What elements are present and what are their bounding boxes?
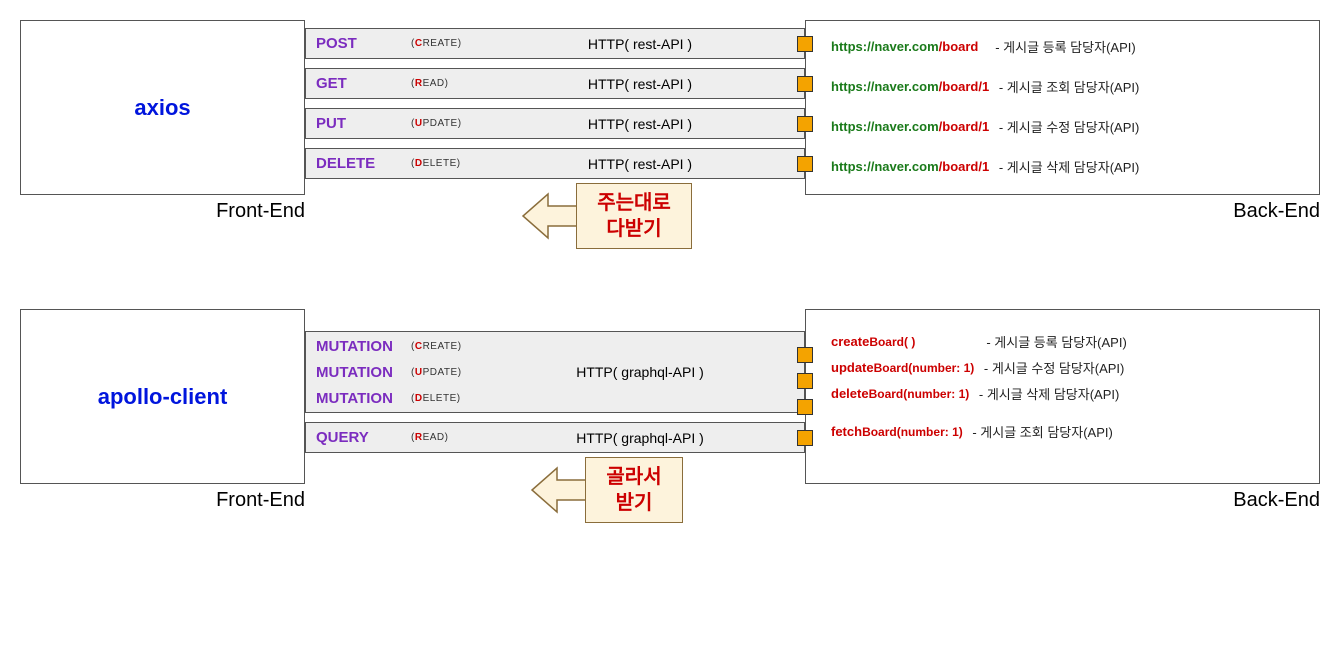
crud-label: (CREATE)	[411, 38, 476, 49]
arrow-block: 골라서 받기	[355, 457, 855, 523]
protocol-label: HTTP( graphql-API )	[476, 430, 804, 446]
frontend-label: apollo-client	[98, 384, 228, 410]
gql-func: updateBoard(number: 1)	[831, 360, 974, 375]
endpoint-square-icon	[797, 399, 813, 415]
crud-label: (DELETE)	[411, 393, 476, 404]
endpoint-row: updateBoard(number: 1) - 게시글 수정 담당자(API)	[831, 354, 1319, 380]
endpoint-row: https://naver.com/board - 게시글 등록 담당자(API…	[831, 31, 1319, 62]
left-arrow-icon	[527, 460, 587, 520]
method-label: MUTATION	[306, 390, 411, 407]
endpoint-row: https://naver.com/board/1 - 게시글 조회 담당자(A…	[831, 71, 1319, 102]
endpoint-row: deleteBoard(number: 1) - 게시글 삭제 담당자(API)	[831, 380, 1319, 406]
frontend-box: axios	[20, 20, 305, 195]
crud-label: (READ)	[411, 432, 476, 443]
endpoint-square-icon	[797, 116, 813, 132]
endpoint-square-icon	[797, 373, 813, 389]
backend-col-wrap: createBoard( ) - 게시글 등록 담당자(API) updateB…	[805, 309, 1320, 512]
endpoint-square-icon	[797, 156, 813, 172]
backend-box: https://naver.com/board - 게시글 등록 담당자(API…	[805, 20, 1320, 195]
method-label: DELETE	[306, 155, 411, 172]
protocol-label: HTTP( rest-API )	[476, 36, 804, 52]
crud-label: (UPDATE)	[411, 367, 476, 378]
protocol-label: HTTP( graphql-API )	[476, 364, 804, 380]
endpoint-desc: - 게시글 수정 담당자(API)	[999, 117, 1139, 136]
crud-label: (READ)	[411, 78, 476, 89]
arrow-text-2: 다받기	[597, 216, 671, 242]
left-arrow-icon	[518, 186, 578, 246]
frontend-caption: Front-End	[20, 200, 305, 223]
endpoint-square-icon	[797, 347, 813, 363]
endpoint-desc: - 게시글 삭제 담당자(API)	[979, 384, 1119, 403]
arrow-text-1: 주는대로	[597, 190, 671, 216]
method-label: POST	[306, 35, 411, 52]
lane-put: PUT (UPDATE) HTTP( rest-API )	[305, 108, 805, 139]
endpoint-url: https://naver.com/board/1	[831, 159, 989, 174]
backend-caption: Back-End	[805, 489, 1320, 512]
endpoint-url: https://naver.com/board/1	[831, 119, 989, 134]
arrow-label-box: 주는대로 다받기	[576, 183, 692, 249]
endpoint-row: createBoard( ) - 게시글 등록 담당자(API)	[831, 328, 1319, 354]
lane-get: GET (READ) HTTP( rest-API )	[305, 68, 805, 99]
backend-col-wrap: https://naver.com/board - 게시글 등록 담당자(API…	[805, 20, 1320, 223]
endpoint-row: https://naver.com/board/1 - 게시글 삭제 담당자(A…	[831, 151, 1319, 182]
rest-api-section: axios Front-End POST (CREATE) HTTP( rest…	[20, 20, 1320, 249]
arrow-text-2: 받기	[606, 490, 661, 516]
endpoint-desc: - 게시글 등록 담당자(API)	[995, 37, 1135, 56]
method-label: GET	[306, 75, 411, 92]
crud-label: (CREATE)	[411, 341, 476, 352]
endpoint-square-icon	[797, 76, 813, 92]
endpoint-url: https://naver.com/board	[831, 39, 978, 54]
rest-row: axios Front-End POST (CREATE) HTTP( rest…	[20, 20, 1320, 249]
protocol-label: HTTP( rest-API )	[476, 156, 804, 172]
frontend-box: apollo-client	[20, 309, 305, 484]
arrow-text-1: 골라서	[606, 464, 661, 490]
frontend-col: axios Front-End	[20, 20, 305, 223]
lanes-col: MUTATION (CREATE) MUTATION (UPDATE) HTTP…	[305, 309, 805, 523]
method-label: MUTATION	[306, 338, 411, 355]
endpoint-desc: - 게시글 조회 담당자(API)	[999, 77, 1139, 96]
graphql-row: apollo-client Front-End MUTATION (CREATE…	[20, 309, 1320, 523]
endpoint-square-icon	[797, 36, 813, 52]
method-label: QUERY	[306, 429, 411, 446]
method-label: PUT	[306, 115, 411, 132]
lanes-col: POST (CREATE) HTTP( rest-API ) GET (READ…	[305, 20, 805, 249]
gql-func: deleteBoard(number: 1)	[831, 386, 969, 401]
frontend-caption: Front-End	[20, 489, 305, 512]
endpoint-url: https://naver.com/board/1	[831, 79, 989, 94]
arrow-label-box: 골라서 받기	[585, 457, 682, 523]
lane-mutation: MUTATION (CREATE) MUTATION (UPDATE) HTTP…	[305, 331, 805, 413]
endpoint-row: fetchBoard(number: 1) - 게시글 조회 담당자(API)	[831, 418, 1319, 444]
endpoint-row: https://naver.com/board/1 - 게시글 수정 담당자(A…	[831, 111, 1319, 142]
method-label: MUTATION	[306, 364, 411, 381]
crud-label: (DELETE)	[411, 158, 476, 169]
protocol-label: HTTP( rest-API )	[476, 76, 804, 92]
backend-caption: Back-End	[805, 200, 1320, 223]
endpoint-desc: - 게시글 등록 담당자(API)	[986, 332, 1126, 351]
gql-func: createBoard( )	[831, 334, 915, 349]
crud-label: (UPDATE)	[411, 118, 476, 129]
endpoint-square-icon	[797, 430, 813, 446]
protocol-label: HTTP( rest-API )	[476, 116, 804, 132]
endpoint-desc: - 게시글 조회 담당자(API)	[972, 422, 1112, 441]
backend-box: createBoard( ) - 게시글 등록 담당자(API) updateB…	[805, 309, 1320, 484]
lane-post: POST (CREATE) HTTP( rest-API )	[305, 28, 805, 59]
lane-delete: DELETE (DELETE) HTTP( rest-API )	[305, 148, 805, 179]
arrow-block: 주는대로 다받기	[355, 183, 855, 249]
lane-query: QUERY (READ) HTTP( graphql-API )	[305, 422, 805, 453]
gql-func: fetchBoard(number: 1)	[831, 424, 963, 439]
endpoint-desc: - 게시글 삭제 담당자(API)	[999, 157, 1139, 176]
frontend-col: apollo-client Front-End	[20, 309, 305, 512]
endpoint-desc: - 게시글 수정 담당자(API)	[984, 358, 1124, 377]
graphql-section: apollo-client Front-End MUTATION (CREATE…	[20, 309, 1320, 523]
frontend-label: axios	[134, 95, 190, 121]
